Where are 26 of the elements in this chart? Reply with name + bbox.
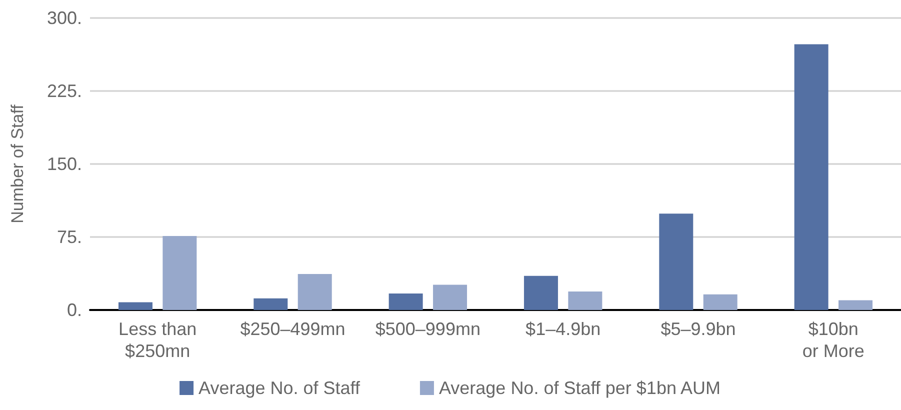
bar xyxy=(838,300,873,310)
bar xyxy=(524,276,558,310)
bar xyxy=(388,293,423,310)
bar xyxy=(298,274,332,310)
bar xyxy=(433,284,468,310)
x-tick-label: $10bn or More xyxy=(802,319,864,361)
y-tick-label: 300. xyxy=(46,8,82,28)
legend-label: Average No. of Staff xyxy=(198,378,361,398)
x-tick-label: Less than $250mn xyxy=(118,319,197,361)
y-axis-title: Number of Staff xyxy=(8,104,27,224)
y-tick-label: 75. xyxy=(56,227,82,247)
bar xyxy=(794,44,828,310)
x-tick-label: $5–9.9bn xyxy=(660,319,736,339)
y-tick-label: 150. xyxy=(46,154,82,174)
bar xyxy=(162,236,197,310)
x-tick-label: $250–499mn xyxy=(240,319,346,339)
x-tick-label: $1–4.9bn xyxy=(526,319,601,339)
bar xyxy=(568,292,602,310)
bar xyxy=(254,298,288,310)
legend-label: Average No. of Staff per $1bn AUM xyxy=(438,378,720,398)
x-tick-label: $500–999mn xyxy=(375,319,480,339)
bar xyxy=(659,214,694,310)
bar xyxy=(703,294,738,310)
y-tick-label: 0. xyxy=(66,300,82,320)
bar xyxy=(118,302,152,310)
y-tick-label: 225. xyxy=(46,81,82,101)
